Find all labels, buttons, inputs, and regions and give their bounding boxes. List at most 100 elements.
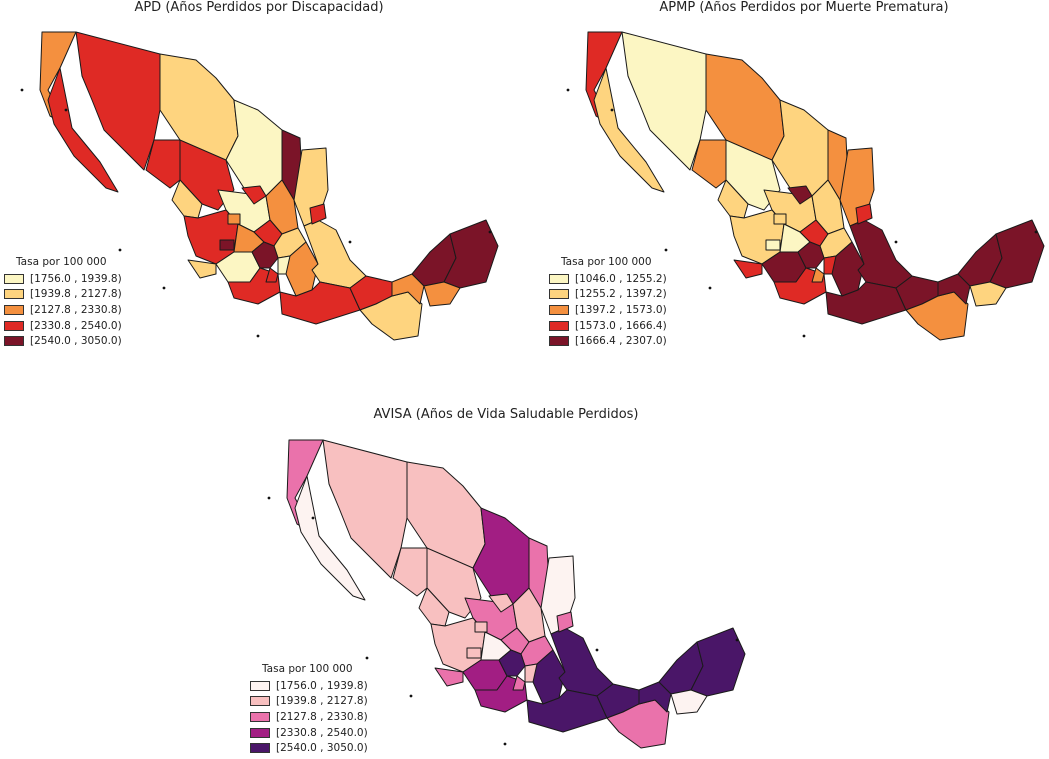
map-title-apd: APD (Años Perdidos por Discapacidad) <box>134 0 384 15</box>
island-marker <box>409 694 413 698</box>
legend-label: [1939.8 , 2127.8) <box>276 695 368 708</box>
map-title-apmp: APMP (Años Perdidos por Muerte Prematura… <box>659 0 949 15</box>
legend-swatch <box>549 289 569 300</box>
legend-label: [1573.0 , 1666.4) <box>575 319 667 332</box>
state-region <box>556 611 574 633</box>
state-region <box>811 267 825 283</box>
legend-swatch <box>250 711 270 722</box>
island-marker <box>348 240 352 244</box>
state-region <box>187 259 217 279</box>
state-region <box>773 213 787 225</box>
legend-swatch <box>4 336 24 347</box>
legend-item: [2330.8 , 2540.0) <box>4 318 122 334</box>
legend-item: [1756.0 , 1939.8) <box>4 271 122 287</box>
state-region <box>392 547 428 597</box>
state-region <box>423 281 461 307</box>
state-region <box>512 675 526 691</box>
state-region <box>241 185 267 205</box>
state-region <box>466 647 482 659</box>
legend-swatch <box>549 336 569 347</box>
legend-label: [2127.8 , 2330.8) <box>30 303 122 316</box>
island-marker <box>610 108 614 112</box>
island-marker <box>256 334 260 338</box>
state-region <box>443 219 499 289</box>
state-region <box>265 267 279 283</box>
state-region <box>606 699 670 749</box>
state-region <box>787 185 813 205</box>
legend-label: [2540.0 , 3050.0) <box>30 335 122 348</box>
island-marker <box>118 248 122 252</box>
legend-item: [1939.8 , 2127.8) <box>250 694 368 710</box>
legend-label: [1255.2 , 1397.2) <box>575 288 667 301</box>
legend-swatch <box>250 696 270 707</box>
legend-item: [2127.8 , 2330.8) <box>250 709 368 725</box>
legend-swatch <box>549 320 569 331</box>
legend-label: [2330.8 , 2540.0) <box>276 726 368 739</box>
island-marker <box>1034 230 1038 234</box>
state-region <box>145 139 181 189</box>
state-region <box>227 213 241 225</box>
state-region <box>690 627 746 697</box>
island-marker <box>503 742 507 746</box>
island-marker <box>311 516 315 520</box>
state-region <box>765 239 781 251</box>
island-marker <box>488 230 492 234</box>
island-marker <box>708 286 712 290</box>
legend-label: [1939.8 , 2127.8) <box>30 288 122 301</box>
legend-item: [1046.0 , 1255.2) <box>549 271 667 287</box>
legend-swatch <box>4 273 24 284</box>
legend-title: Tasa por 100 000 <box>16 256 107 268</box>
legend-label: [2127.8 , 2330.8) <box>276 710 368 723</box>
state-region <box>593 67 665 193</box>
island-marker <box>664 248 668 252</box>
legend-label: [1666.4 , 2307.0) <box>575 335 667 348</box>
island-marker <box>20 88 24 92</box>
legend-swatch <box>549 304 569 315</box>
legend-swatch <box>250 680 270 691</box>
legend-swatch <box>4 320 24 331</box>
legend-apmp: Tasa por 100 000 [1046.0 , 1255.2) [1255.… <box>549 256 667 349</box>
choropleth-map-apmp <box>566 31 1045 341</box>
legend-item: [1939.8 , 2127.8) <box>4 287 122 303</box>
island-marker <box>735 638 739 642</box>
island-marker <box>64 108 68 112</box>
legend-swatch <box>4 289 24 300</box>
legend-item: [1255.2 , 1397.2) <box>549 287 667 303</box>
state-region <box>855 203 873 225</box>
island-marker <box>162 286 166 290</box>
state-region <box>219 239 235 251</box>
choropleth-map-apd <box>20 31 499 341</box>
state-region <box>488 593 514 613</box>
legend-label: [1756.0 , 1939.8) <box>30 272 122 285</box>
legend-swatch <box>4 304 24 315</box>
island-marker <box>595 648 599 652</box>
legend-label: [1756.0 , 1939.8) <box>276 679 368 692</box>
legend-label: [2540.0 , 3050.0) <box>276 742 368 755</box>
state-region <box>294 475 366 601</box>
state-region <box>47 67 119 193</box>
state-region <box>733 259 763 279</box>
island-marker <box>802 334 806 338</box>
state-region <box>309 203 327 225</box>
state-region <box>359 291 423 341</box>
legend-swatch <box>250 743 270 754</box>
legend-label: [2330.8 , 2540.0) <box>30 319 122 332</box>
island-marker <box>894 240 898 244</box>
legend-title: Tasa por 100 000 <box>262 663 353 675</box>
state-region <box>969 281 1007 307</box>
legend-item: [2540.0 , 3050.0) <box>250 740 368 756</box>
legend-item: [2330.8 , 2540.0) <box>250 725 368 741</box>
island-marker <box>365 656 369 660</box>
island-marker <box>267 496 271 500</box>
state-region <box>474 621 488 633</box>
legend-item: [1666.4 , 2307.0) <box>549 333 667 349</box>
legend-item: [1756.0 , 1939.8) <box>250 678 368 694</box>
state-region <box>691 139 727 189</box>
legend-item: [2540.0 , 3050.0) <box>4 333 122 349</box>
legend-item: [1397.2 , 1573.0) <box>549 302 667 318</box>
legend-swatch <box>250 727 270 738</box>
map-title-avisa: AVISA (Años de Vida Saludable Perdidos) <box>373 407 639 422</box>
legend-label: [1397.2 , 1573.0) <box>575 303 667 316</box>
legend-apd: Tasa por 100 000 [1756.0 , 1939.8) [1939.… <box>4 256 122 349</box>
legend-swatch <box>549 273 569 284</box>
